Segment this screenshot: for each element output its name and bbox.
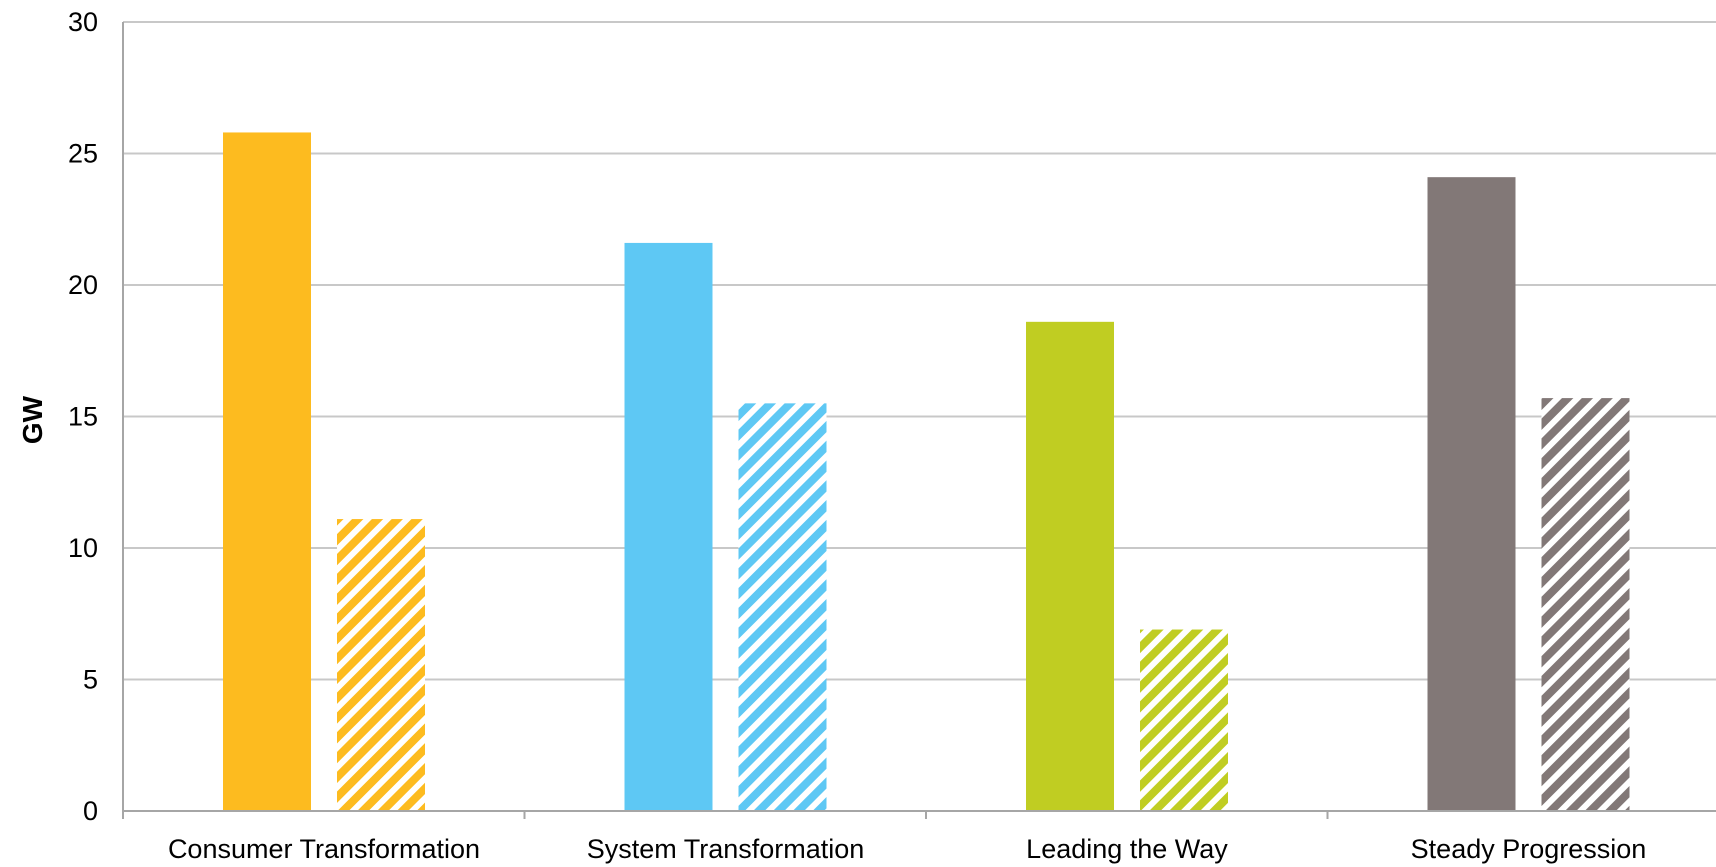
bar-hatched-system-transformation [738,403,827,811]
bar-hatched-steady-progression [1541,398,1630,811]
y-tick-label: 0 [83,796,98,826]
y-tick-labels: 0 5 10 15 20 25 30 [68,7,98,826]
y-tick-label: 10 [68,533,98,563]
bar-solid-consumer-transformation [223,132,311,811]
bars [223,132,1630,812]
axes [122,22,1716,819]
y-tick-label: 30 [68,7,98,37]
y-axis-label: GW [17,395,48,444]
bar-solid-system-transformation [624,242,713,812]
y-tick-label: 25 [68,139,98,169]
bar-hatched-consumer-transformation [337,519,425,811]
y-tick-label: 20 [68,270,98,300]
x-tick-labels: Consumer Transformation System Transforma… [168,834,1646,864]
y-tick-label: 15 [68,402,98,432]
x-tick-label: Consumer Transformation [168,834,480,864]
bar-hatched-leading-the-way [1140,629,1228,811]
bar-solid-steady-progression [1427,177,1516,812]
x-tick-label: System Transformation [587,834,865,864]
x-tick-label: Steady Progression [1411,834,1647,864]
x-tick-label: Leading the Way [1026,834,1228,864]
bar-solid-leading-the-way [1026,321,1114,811]
y-tick-label: 5 [83,665,98,695]
